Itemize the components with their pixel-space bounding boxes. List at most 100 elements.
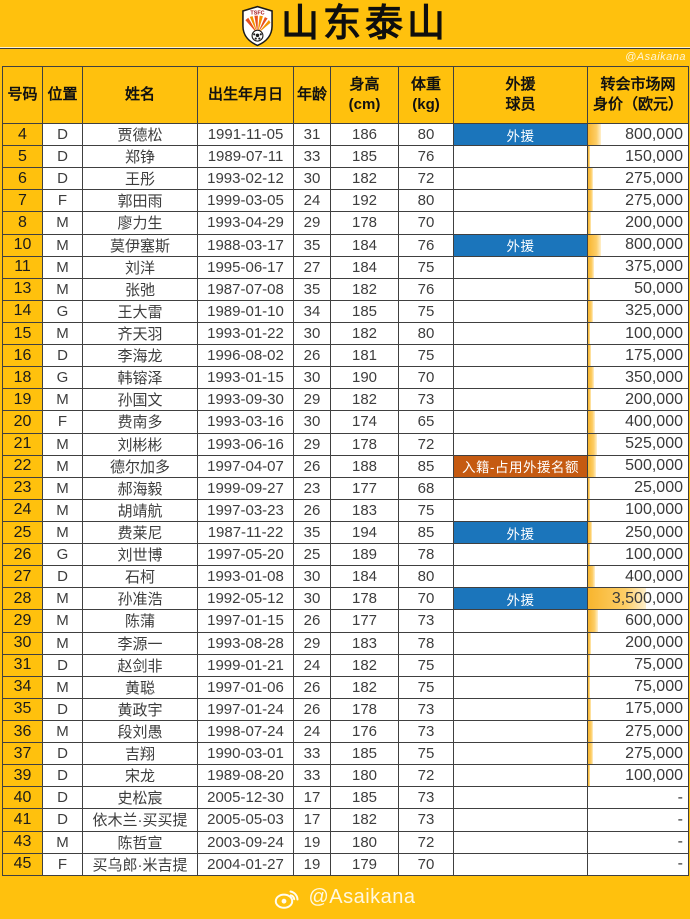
cell-pos: M [42, 211, 83, 235]
cell-no: 13 [2, 277, 43, 301]
table-row: 30 M 李源一 1993-08-28 29 183 78 200,000 [2, 631, 689, 655]
cell-value: 375,000 [587, 255, 689, 279]
cell-value: 100,000 [587, 764, 689, 788]
cell-value: 400,000 [587, 565, 689, 589]
cell-height: 178 [330, 211, 399, 235]
cell-badge: 外援 [453, 587, 588, 611]
column-header-6: 体重 (kg) [398, 66, 454, 124]
cell-height: 180 [330, 830, 399, 854]
value-text: 400,000 [625, 412, 683, 430]
cell-name: 宋龙 [82, 764, 198, 788]
cell-value: - [587, 786, 689, 810]
value-text: 275,000 [625, 744, 683, 762]
cell-badge: 外援 [453, 122, 588, 147]
cell-age: 19 [293, 852, 331, 877]
cell-name: 德尔加多 [82, 454, 198, 478]
cell-age: 30 [293, 366, 331, 390]
value-text: 200,000 [625, 213, 683, 231]
cell-badge [453, 786, 588, 810]
cell-no: 24 [2, 498, 43, 522]
cell-weight: 78 [398, 543, 454, 567]
cell-badge: 外援 [453, 520, 588, 545]
cell-age: 26 [293, 697, 331, 721]
cell-age: 35 [293, 277, 331, 301]
cell-height: 186 [330, 122, 399, 147]
value-text: - [677, 810, 683, 828]
table-row: 41 D 依木兰·买买提 2005-05-03 17 182 73 - [2, 808, 689, 832]
cell-name: 李源一 [82, 631, 198, 655]
cell-age: 27 [293, 255, 331, 279]
value-databar [588, 279, 590, 300]
cell-pos: D [42, 565, 83, 589]
cell-badge [453, 388, 588, 412]
cell-height: 183 [330, 498, 399, 522]
cell-weight: 76 [398, 233, 454, 257]
cell-name: 廖力生 [82, 211, 198, 235]
cell-no: 45 [2, 852, 43, 877]
value-text: 100,000 [625, 766, 683, 784]
cell-name: 买乌郎·米吉提 [82, 852, 198, 877]
value-databar [588, 699, 591, 720]
cell-dob: 1993-01-22 [197, 321, 294, 346]
cell-no: 41 [2, 808, 43, 832]
value-databar [588, 411, 595, 433]
cell-dob: 1993-01-08 [197, 565, 294, 589]
cell-height: 183 [330, 631, 399, 655]
cell-age: 30 [293, 410, 331, 434]
cell-no: 27 [2, 565, 43, 589]
cell-dob: 2005-05-03 [197, 808, 294, 832]
cell-badge [453, 830, 588, 854]
value-databar [588, 301, 593, 322]
value-text: 800,000 [625, 236, 683, 254]
cell-weight: 70 [398, 211, 454, 235]
value-text: 400,000 [625, 567, 683, 585]
cell-value: - [587, 830, 689, 854]
cell-weight: 76 [398, 145, 454, 169]
cell-age: 30 [293, 321, 331, 346]
cell-height: 179 [330, 852, 399, 877]
value-text: 325,000 [625, 302, 683, 320]
cell-age: 17 [293, 786, 331, 810]
cell-dob: 1995-06-17 [197, 255, 294, 279]
cell-name: 郝海毅 [82, 476, 198, 500]
value-databar [588, 190, 593, 211]
cell-badge [453, 498, 588, 522]
cell-pos: D [42, 786, 83, 810]
table-row: 16 D 李海龙 1996-08-02 26 181 75 175,000 [2, 344, 689, 368]
value-databar [588, 765, 590, 786]
cell-height: 182 [330, 277, 399, 301]
cell-dob: 1989-01-10 [197, 299, 294, 323]
cell-height: 178 [330, 697, 399, 721]
cell-name: 胡靖航 [82, 498, 198, 522]
value-text: 275,000 [625, 191, 683, 209]
cell-name: 张弛 [82, 277, 198, 301]
cell-badge [453, 675, 588, 699]
value-text: 800,000 [625, 125, 683, 143]
cell-weight: 80 [398, 321, 454, 346]
cell-no: 16 [2, 344, 43, 368]
value-text: 100,000 [625, 324, 683, 342]
table-row: 10 M 莫伊塞斯 1988-03-17 35 184 76 外援 800,000 [2, 233, 689, 257]
cell-weight: 85 [398, 520, 454, 545]
value-databar [588, 633, 591, 654]
cell-pos: M [42, 609, 83, 633]
cell-value: 350,000 [587, 366, 689, 390]
cell-age: 31 [293, 122, 331, 147]
cell-badge [453, 167, 588, 191]
cell-no: 30 [2, 631, 43, 655]
value-text: 350,000 [625, 368, 683, 386]
cell-value: 25,000 [587, 476, 689, 500]
cell-name: 陈哲宣 [82, 830, 198, 854]
value-text: 600,000 [625, 611, 683, 629]
cell-dob: 1993-09-30 [197, 388, 294, 412]
cell-pos: M [42, 277, 83, 301]
value-databar [588, 677, 590, 698]
value-text: 250,000 [625, 523, 683, 541]
cell-no: 29 [2, 609, 43, 633]
cell-value: 75,000 [587, 675, 689, 699]
cell-age: 29 [293, 631, 331, 655]
cell-pos: G [42, 299, 83, 323]
cell-height: 185 [330, 786, 399, 810]
cell-badge [453, 543, 588, 567]
cell-weight: 70 [398, 366, 454, 390]
